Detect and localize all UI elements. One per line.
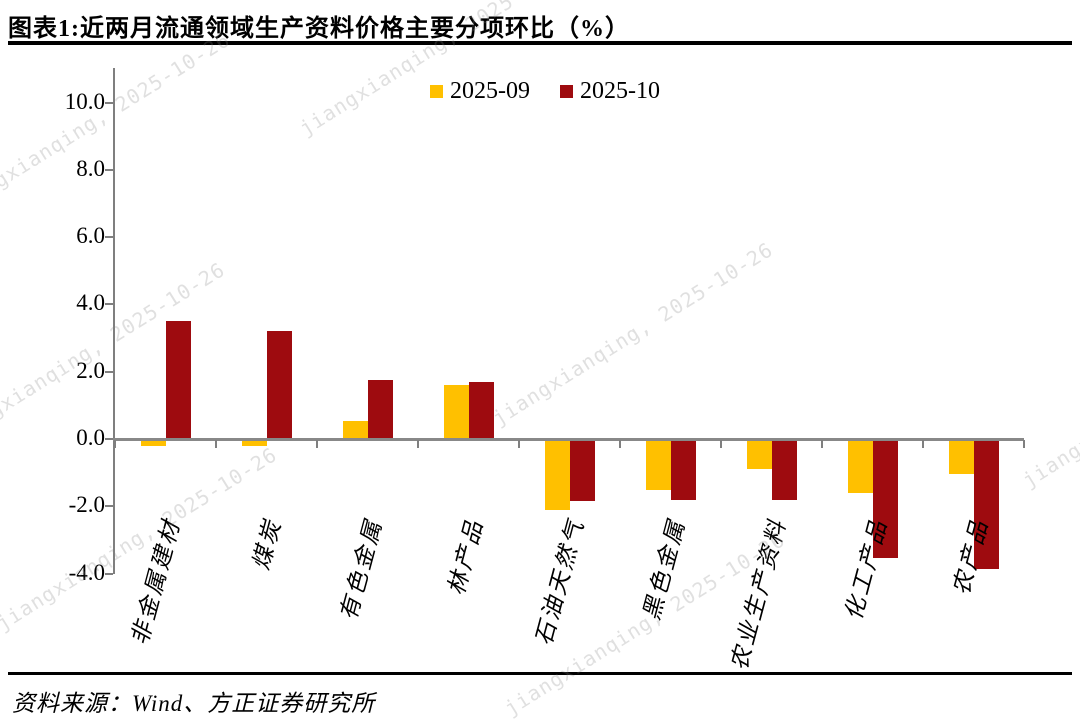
category-label-8: 化工产品	[840, 515, 892, 623]
plot-area: 10.0 8.0 6.0 4.0 2.0 0.0 -2.0 -4.0 非金属建材 煤炭 有色金属 林产…	[65, 68, 1025, 673]
bar-2025-10-8	[973, 439, 999, 569]
bar-2025-09-5	[645, 439, 671, 490]
x-axis-tick	[821, 440, 823, 448]
legend-swatch-2025-10	[560, 85, 573, 98]
bar-2025-09-4	[544, 439, 570, 510]
source-note: 资料来源：Wind、方正证券研究所	[12, 691, 376, 716]
bar-2025-10-3	[468, 381, 494, 439]
footer-divider-line	[8, 672, 1072, 675]
x-axis-tick	[417, 440, 419, 448]
x-axis-tick	[518, 440, 520, 448]
legend-label-2025-09: 2025-09	[450, 78, 530, 104]
bar-2025-10-5	[670, 439, 696, 500]
y-axis-line	[113, 68, 115, 574]
bar-2025-09-2	[342, 420, 368, 439]
bar-2025-10-4	[569, 439, 595, 502]
category-label-4: 林产品	[443, 515, 488, 598]
bar-2025-10-0	[165, 321, 191, 439]
y-tick-label: 10.0	[64, 88, 105, 114]
title-divider-line	[8, 41, 1072, 45]
bar-2025-10-2	[367, 380, 393, 439]
x-axis-tick	[720, 440, 722, 448]
y-axis-tick	[105, 572, 113, 575]
chart-title: 图表1:近两月流通领域生产资料价格主要分项环比（%）	[8, 16, 630, 42]
category-label-7: 农业生产资料	[725, 515, 791, 673]
y-axis-tick	[105, 370, 113, 373]
y-axis-tick	[105, 168, 113, 171]
category-label-6: 黑色金属	[638, 515, 690, 623]
bar-2025-10-7	[872, 439, 898, 559]
category-label-9: 农产品	[948, 515, 993, 598]
x-axis-tick	[619, 440, 621, 448]
y-axis-tick	[105, 101, 113, 104]
bar-2025-09-8	[948, 439, 974, 475]
y-tick-label: -4.0	[68, 559, 105, 585]
x-axis-tick	[1023, 440, 1025, 448]
y-tick-label: 8.0	[76, 155, 105, 181]
y-tick-label: 4.0	[76, 290, 105, 316]
bar-2025-09-1	[241, 439, 267, 446]
legend-swatch-2025-09	[430, 85, 443, 98]
bar-2025-09-3	[443, 385, 469, 439]
y-axis-tick	[105, 303, 113, 306]
y-tick-label: 6.0	[76, 223, 105, 249]
bar-2025-09-0	[140, 439, 166, 446]
bar-2025-09-6	[746, 439, 772, 470]
y-tick-label: 2.0	[76, 357, 105, 383]
x-axis-tick	[215, 440, 217, 448]
chart-legend: 2025-09 2025-10	[430, 78, 660, 105]
y-axis-tick	[105, 505, 113, 508]
bar-2025-10-1	[266, 331, 292, 439]
x-axis-tick	[114, 440, 116, 448]
bar-2025-09-7	[847, 439, 873, 493]
x-axis-line	[113, 438, 1024, 441]
bar-2025-10-6	[771, 439, 797, 500]
y-axis-tick	[105, 236, 113, 239]
x-axis-tick	[316, 440, 318, 448]
legend-label-2025-10: 2025-10	[580, 78, 660, 104]
category-label-5: 石油天然气	[530, 515, 589, 648]
legend-item-2025-09: 2025-09	[430, 78, 530, 105]
y-tick-label: 0.0	[76, 425, 105, 450]
y-axis-tick	[105, 438, 113, 440]
legend-item-2025-10: 2025-10	[560, 78, 660, 105]
y-tick-label: -2.0	[68, 492, 105, 518]
x-axis-tick	[922, 440, 924, 448]
